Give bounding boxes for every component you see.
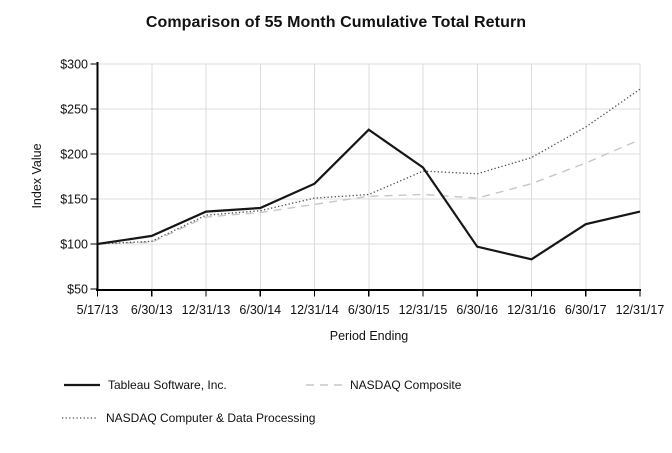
legend-swatch-line-dotted (62, 416, 98, 419)
y-tick-label: $300 (60, 58, 88, 72)
legend-label: Tableau Software, Inc. (108, 377, 227, 392)
legend-label: NASDAQ Composite (350, 377, 462, 392)
x-tick-label: 6/30/13 (131, 303, 173, 317)
x-tick-label: 6/30/16 (456, 303, 498, 317)
y-tick-label: $200 (60, 148, 88, 162)
y-axis-title: Index Value (30, 143, 44, 209)
y-tick-label: $100 (60, 238, 88, 252)
x-tick-label: 12/31/13 (182, 303, 231, 317)
legend-label: NASDAQ Computer & Data Processing (106, 410, 316, 425)
series-line-nasdaq-composite (97, 138, 641, 245)
legend-swatch-line-dashed (306, 383, 342, 386)
x-tick-label: 12/31/15 (399, 303, 448, 317)
legend-swatch-dotted-line (62, 411, 98, 425)
y-tick-label: $50 (67, 283, 88, 297)
legend-item-nasdaq-composite: NASDAQ Composite (306, 377, 461, 392)
legend-item-nasdaq-computer-data-processing: NASDAQ Computer & Data Processing (62, 410, 315, 425)
series-line-tableau-software-inc (97, 128, 641, 261)
y-tick-label: $150 (60, 193, 88, 207)
legend-swatch-line-solid (64, 383, 100, 386)
y-tick-label: $250 (60, 103, 88, 117)
x-tick-label: 5/17/13 (77, 303, 119, 317)
x-axis-title: Period Ending (329, 329, 409, 343)
series-line-nasdaq-computer-data-processing (97, 88, 641, 245)
x-tick-label: 6/30/17 (565, 303, 607, 317)
x-tick-label: 12/31/14 (290, 303, 339, 317)
legend-swatch-dashed-line (306, 378, 342, 392)
x-tick-label: 6/30/15 (348, 303, 390, 317)
legend-swatch-solid-line (64, 378, 100, 392)
x-tick-label: 6/30/14 (239, 303, 281, 317)
chart-title: Comparison of 55 Month Cumulative Total … (145, 14, 527, 31)
x-tick-label: 12/31/17 (616, 303, 665, 317)
x-tick-label: 12/31/16 (507, 303, 556, 317)
legend-item-tableau-software-inc: Tableau Software, Inc. (64, 377, 227, 392)
